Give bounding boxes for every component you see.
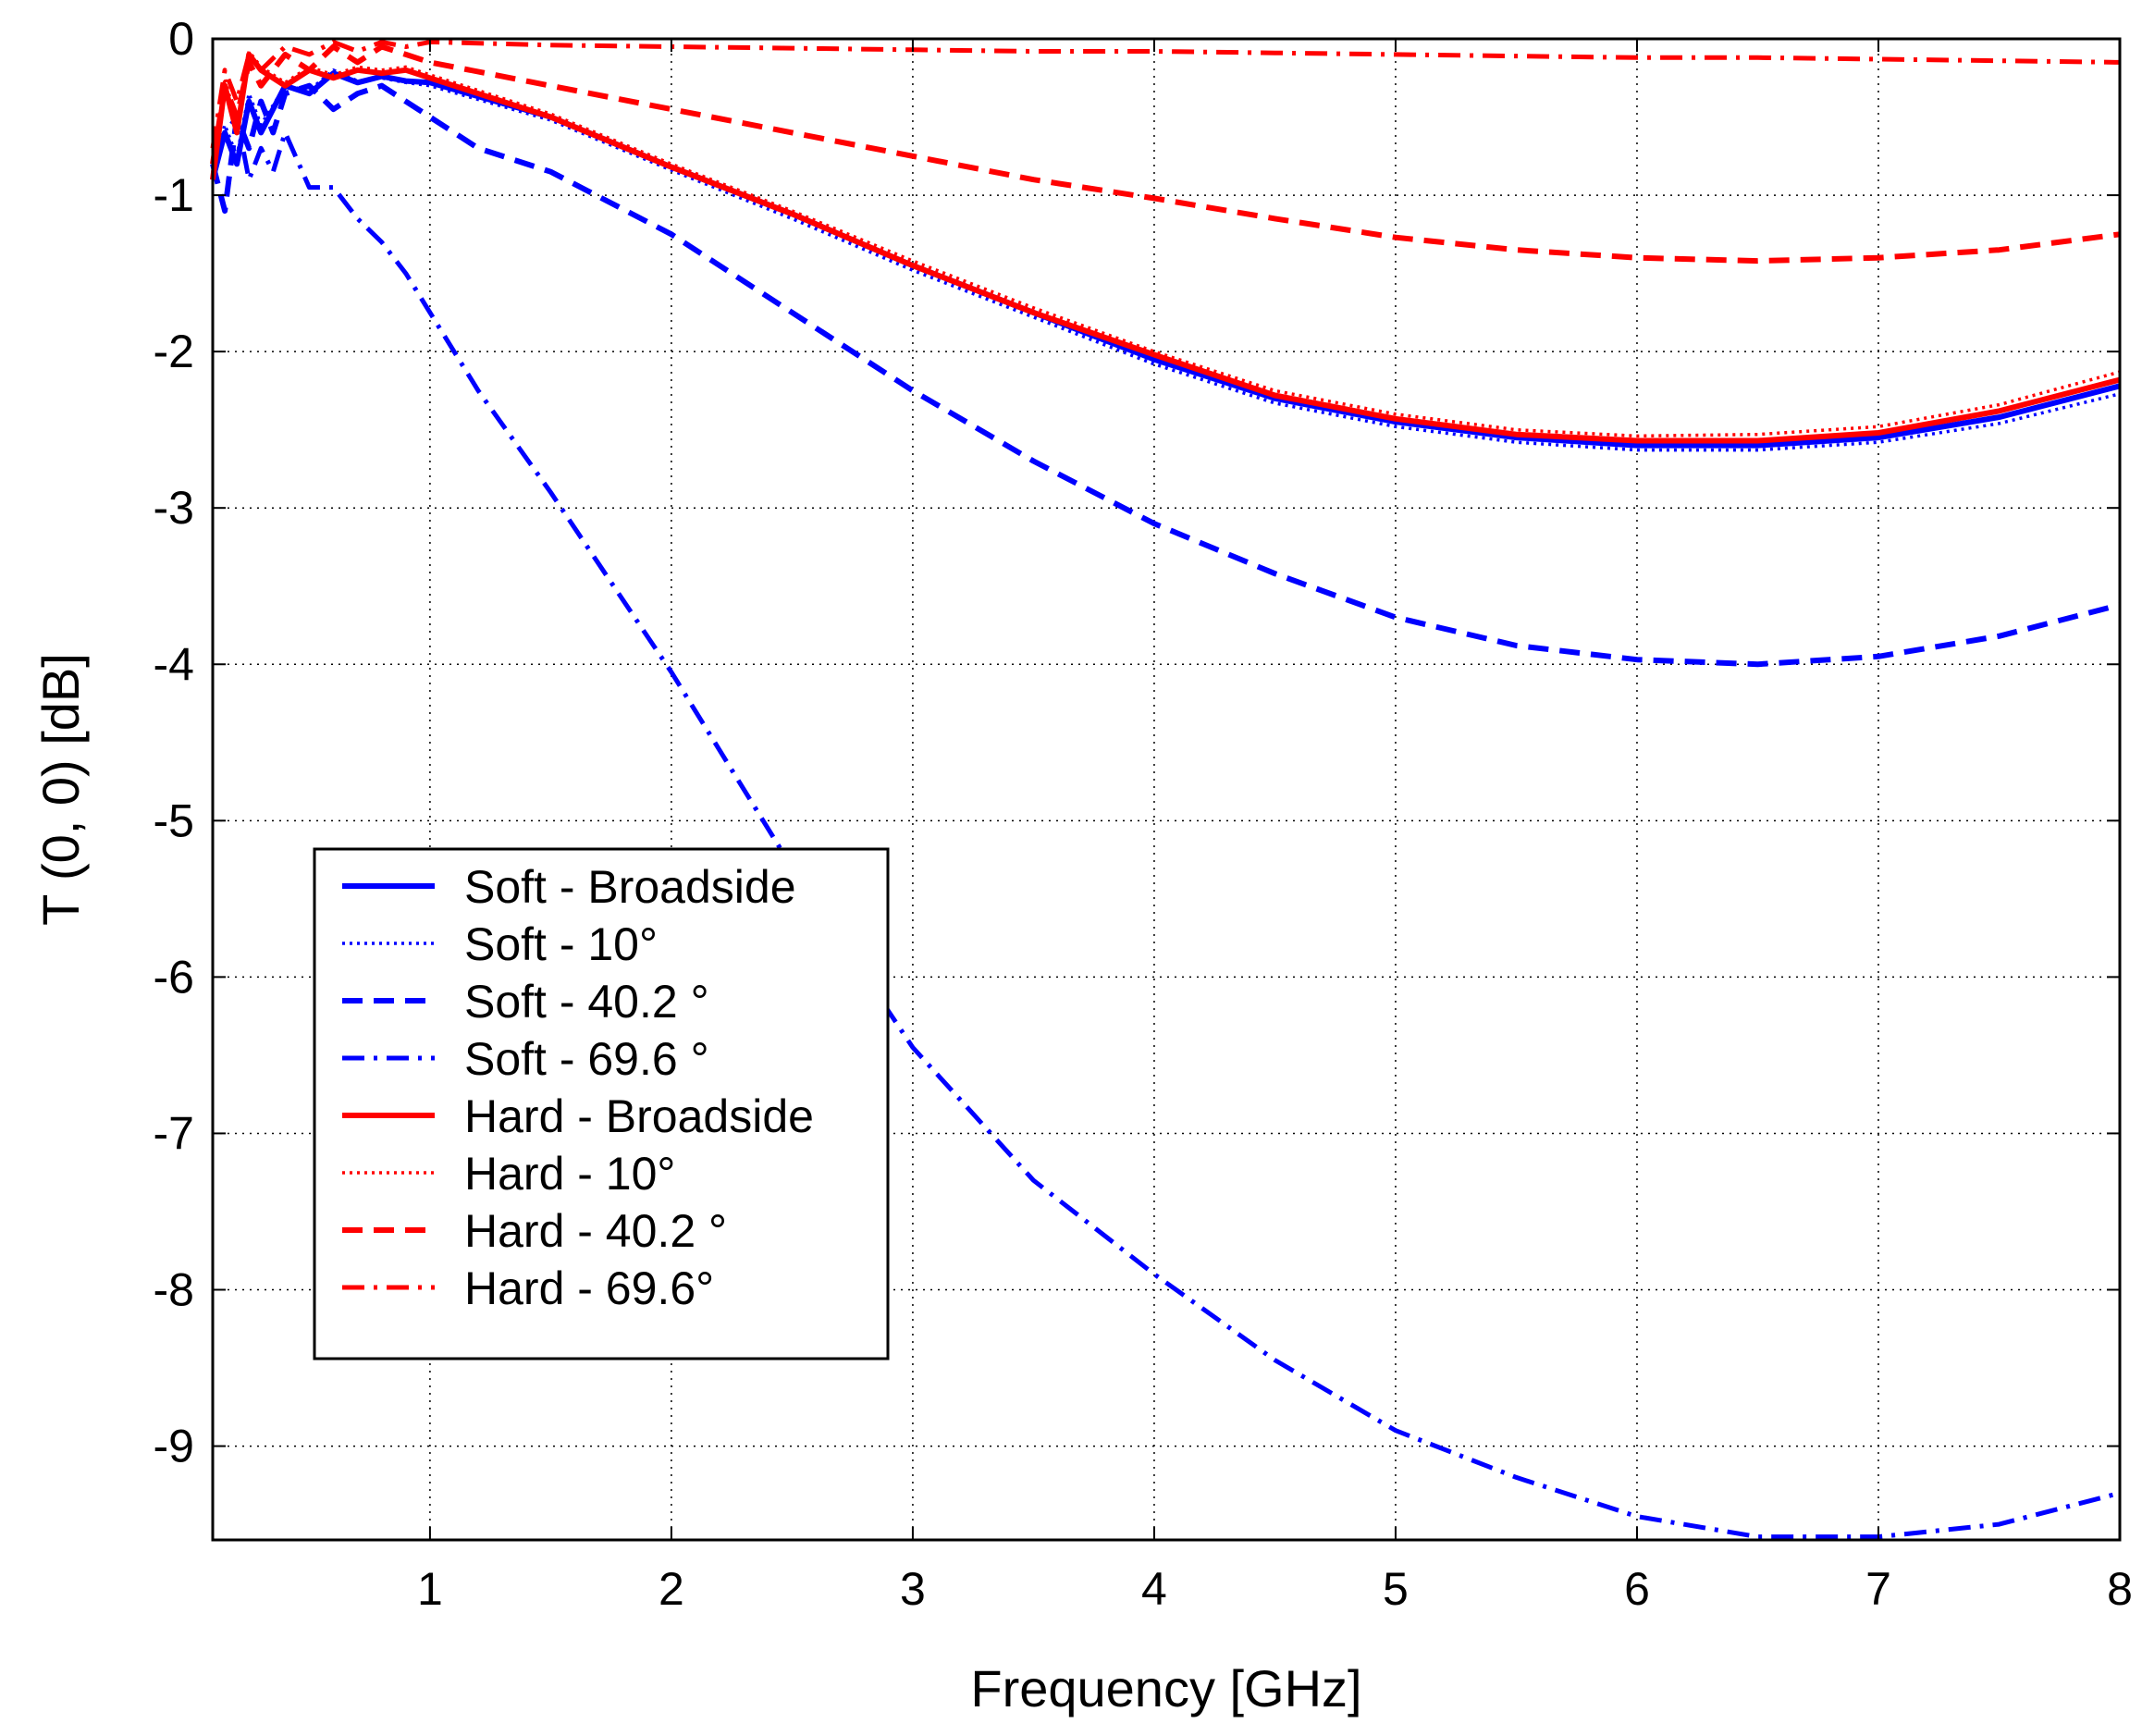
- x-tick-label: 2: [659, 1563, 684, 1615]
- axis-ticks: 1 2 3 4 5 6 7 8 0 -1 -2 -3 -4 -5 -6 -7 -8 -9: [154, 13, 2133, 1615]
- series-line-hard-10: [211, 49, 2121, 438]
- series-line-hard-69-6: [210, 39, 2121, 149]
- y-tick-label: -3: [154, 482, 194, 534]
- legend-label: Soft - Broadside: [464, 861, 796, 913]
- plot-frame: [211, 37, 2122, 1542]
- x-tick-label: 5: [1383, 1563, 1409, 1615]
- series-line-hard-40-2: [210, 43, 2121, 265]
- x-tick-label: 1: [417, 1563, 443, 1615]
- y-tick-label: -9: [154, 1421, 194, 1472]
- y-tick-label: -4: [154, 638, 194, 690]
- y-tick-label: -5: [154, 794, 194, 846]
- legend-label: Soft - 10°: [464, 918, 658, 970]
- y-tick-label: -1: [154, 169, 194, 221]
- legend-label: Hard - Broadside: [464, 1090, 814, 1142]
- x-tick-label: 6: [1624, 1563, 1650, 1615]
- legend-label: Soft - 69.6 °: [464, 1033, 709, 1085]
- y-tick-label: 0: [168, 13, 194, 65]
- y-tick-label: -6: [154, 951, 194, 1003]
- y-tick-label: -7: [154, 1107, 194, 1159]
- legend-label: Hard - 69.6°: [464, 1262, 714, 1314]
- series-line-soft-40-2: [210, 82, 2121, 668]
- series-line-soft-10: [211, 68, 2121, 452]
- y-axis-label: T (0, 0) [dB]: [31, 653, 90, 926]
- series-layer: [210, 39, 2121, 1540]
- series-line-hard-broadside: [210, 51, 2121, 444]
- x-tick-label: 8: [2107, 1563, 2133, 1615]
- x-tick-label: 7: [1865, 1563, 1891, 1615]
- y-tick-label: -2: [154, 326, 194, 377]
- legend-label: Hard - 40.2 °: [464, 1205, 727, 1257]
- x-axis-label: Frequency [GHz]: [970, 1659, 1361, 1718]
- legend-label: Hard - 10°: [464, 1148, 675, 1200]
- x-tick-label: 4: [1141, 1563, 1167, 1615]
- y-tick-label: -8: [154, 1264, 194, 1316]
- legend-box: [313, 847, 890, 1360]
- legend-label: Soft - 40.2 °: [464, 976, 709, 1028]
- x-tick-label: 3: [900, 1563, 926, 1615]
